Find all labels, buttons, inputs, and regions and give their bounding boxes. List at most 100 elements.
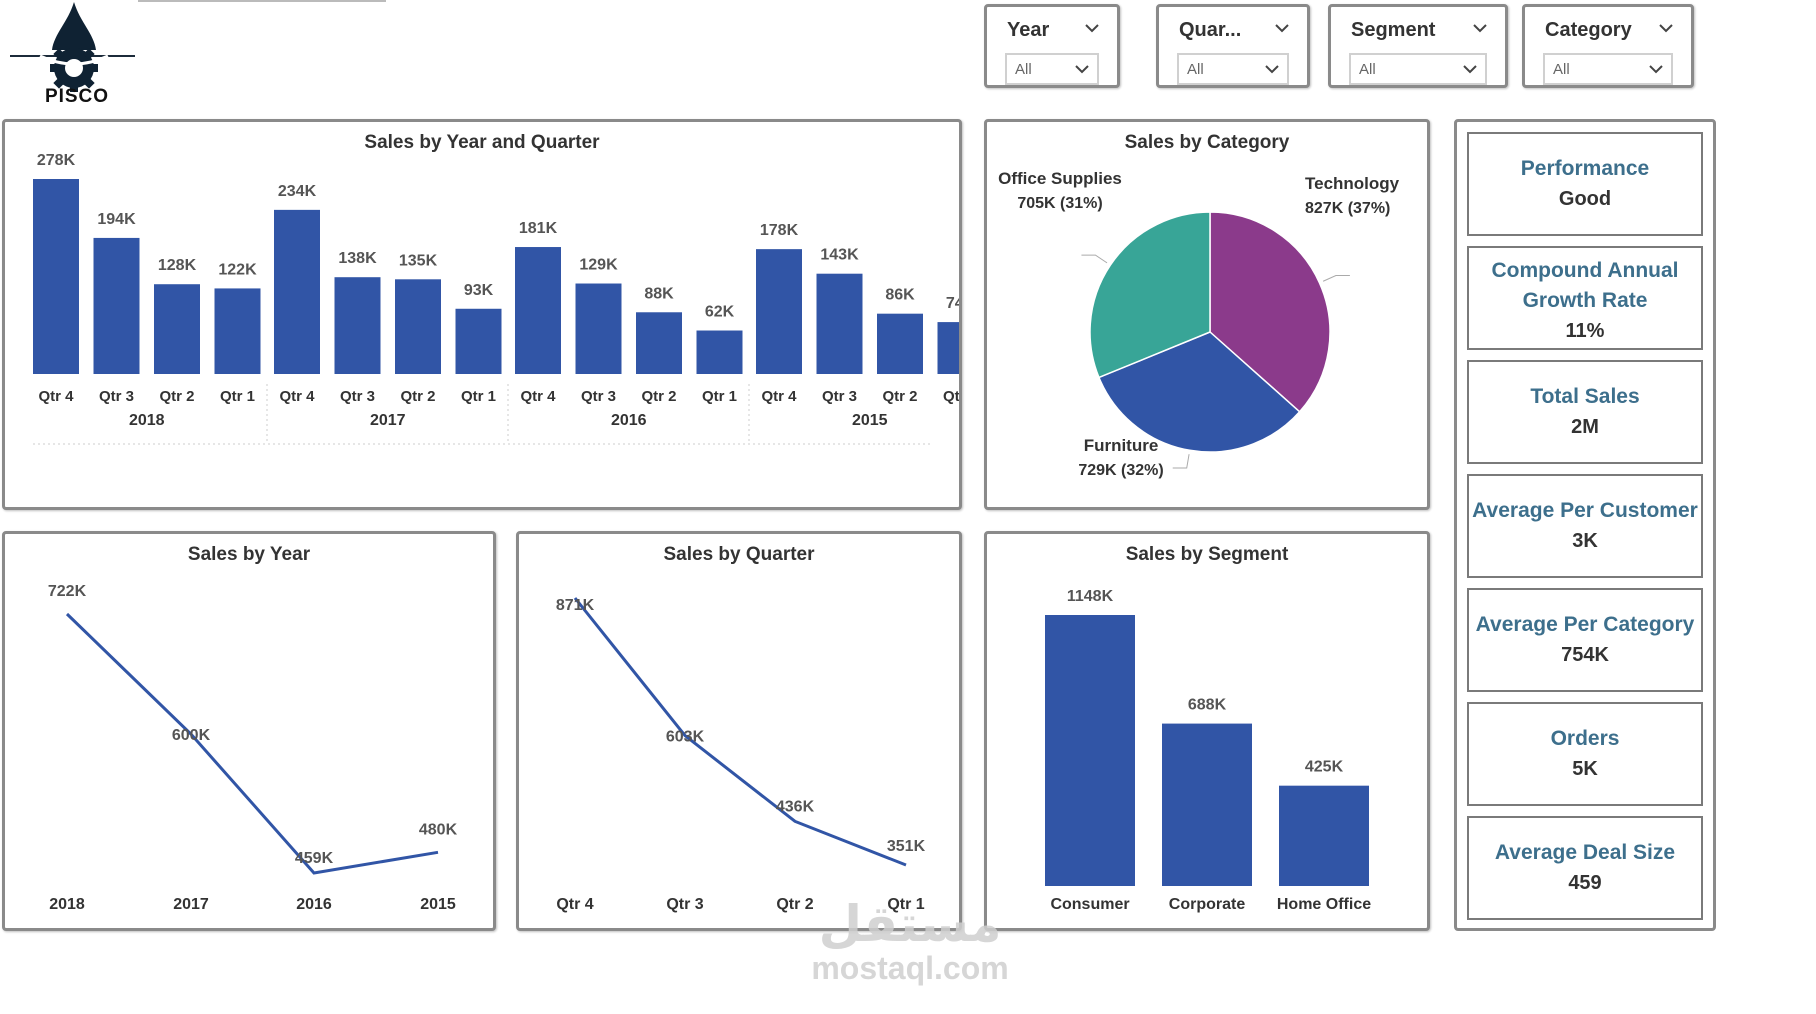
x-tick-label: 2017 (173, 896, 209, 913)
panel-sales-by-year-quarter: Sales by Year and Quarter 278K Qtr 4 194K Q… (2, 119, 962, 510)
chart-title: Sales by Segment (1125, 544, 1289, 565)
bar (696, 330, 743, 374)
x-tick-label: Qtr 4 (556, 896, 593, 913)
chevron-down-icon[interactable] (1647, 61, 1665, 77)
x-tick-label: Qtr 4 (761, 388, 797, 405)
bar (877, 313, 923, 374)
data-label: 722K (48, 583, 87, 600)
data-label: 425K (1305, 759, 1344, 776)
data-label: 178K (760, 222, 799, 239)
slice-name-label: Furniture (1084, 436, 1159, 455)
chevron-down-icon[interactable] (1657, 19, 1675, 37)
bar (274, 209, 320, 374)
chart-title: Sales by Year (187, 544, 311, 565)
x-tick-label: Qtr 3 (340, 388, 375, 405)
slicer-category[interactable]: Category All (1522, 4, 1694, 88)
chart-title: Sales by Category (1124, 132, 1290, 153)
data-label: 74K (946, 295, 959, 312)
kpi-value: 5K (1572, 758, 1598, 780)
kpi-card-cagr: Compound Annual Growth Rate 11% (1467, 246, 1703, 350)
slicer-category-label: Category (1545, 19, 1632, 41)
slice-name-label: Technology (1305, 174, 1400, 193)
slicer-segment-value: All (1359, 61, 1376, 78)
x-tick-label: Qtr 1 (702, 388, 737, 405)
data-label: 351K (887, 838, 926, 855)
chart-title: Sales by Quarter (663, 544, 815, 565)
bar (1045, 615, 1135, 886)
chevron-down-icon[interactable] (1273, 19, 1291, 37)
kpi-label: Average Per Customer (1472, 499, 1698, 522)
x-tick-label: Qtr 3 (666, 896, 703, 913)
data-label: 135K (399, 252, 438, 269)
data-label: 1148K (1067, 588, 1114, 605)
kpi-value: 754K (1561, 644, 1609, 666)
kpi-card-average-per-customer: Average Per Customer 3K (1467, 474, 1703, 578)
kpi-label: Orders (1550, 727, 1620, 750)
chart-sales-by-segment: 1148K Consumer 688K Corporate 425K Home Offic… (1045, 588, 1371, 913)
series-line (573, 597, 907, 867)
watermark-arabic: مستقل (818, 896, 1002, 952)
data-label: 600K (172, 727, 211, 744)
kpi-card-average-per-category: Average Per Category 754K (1467, 588, 1703, 692)
bar (636, 312, 682, 374)
panel-sales-by-quarter: Sales by Quarter 871K Qtr 4 603K Qtr 3 436K Q… (516, 531, 962, 931)
chevron-down-icon[interactable] (1263, 61, 1281, 77)
data-label: 122K (218, 261, 257, 278)
slicer-segment-dropdown[interactable]: All (1349, 53, 1487, 85)
x-tick-label: Qtr 2 (882, 388, 917, 405)
data-label: 278K (37, 152, 76, 169)
chevron-down-icon[interactable] (1073, 61, 1091, 77)
data-label: 871K (556, 597, 595, 614)
slicer-category-dropdown[interactable]: All (1543, 53, 1673, 85)
slicer-quarter-value: All (1187, 61, 1204, 78)
kpi-card-total-sales: Total Sales 2M (1467, 360, 1703, 464)
data-label: 603K (666, 729, 705, 746)
x-tick-label: Qtr 2 (641, 388, 676, 405)
slicer-quarter-dropdown[interactable]: All (1177, 53, 1289, 85)
kpi-label: Performance (1520, 157, 1650, 180)
x-tick-label: Qtr 1 (461, 388, 496, 405)
watermark: مستقل mostaql.com (780, 898, 1040, 986)
chart-sales-by-category: Technology 827K (37%) Furniture 729K (32%) O… (998, 169, 1400, 479)
bar (455, 308, 502, 374)
year-tick-label: 2018 (129, 412, 165, 429)
leader-line (1081, 254, 1108, 264)
slicer-segment[interactable]: Segment All (1328, 4, 1508, 88)
year-tick-label: 2017 (370, 412, 406, 429)
logo-emblem-icon (10, 2, 135, 92)
slicer-quarter-label: Quar... (1179, 19, 1242, 41)
bar (575, 283, 622, 374)
kpi-card-performance: Performance Good (1467, 132, 1703, 236)
chart-sales-by-year-quarter: 278K Qtr 4 194K Qtr 3 128K Qtr 2 122K Qtr 1 2018… (33, 152, 959, 445)
panel-sales-by-category: Sales by Category Technology 827K (37%) Fu… (984, 119, 1430, 510)
panel-sales-by-segment: Sales by Segment 1148K Consumer 688K Corpor… (984, 531, 1430, 931)
data-label: 234K (278, 183, 317, 200)
x-tick-label: Qtr 3 (99, 388, 134, 405)
slicer-year-dropdown[interactable]: All (1005, 53, 1099, 85)
x-tick-label: Qtr 4 (38, 388, 74, 405)
slice-value-label: 827K (37%) (1305, 200, 1390, 217)
x-tick-label: Qtr 1 (887, 896, 924, 913)
data-label: 129K (579, 257, 618, 274)
chevron-down-icon[interactable] (1083, 19, 1101, 37)
bar (515, 247, 561, 374)
slicer-year[interactable]: Year All (984, 4, 1120, 88)
slicer-quarter[interactable]: Quar... All (1156, 4, 1310, 88)
pie-slice (1089, 211, 1211, 379)
data-label: 688K (1188, 697, 1227, 714)
header-divider (138, 0, 386, 2)
data-label: 480K (419, 821, 458, 838)
kpi-card-orders: Orders 5K (1467, 702, 1703, 806)
bar (1279, 785, 1369, 886)
kpi-value: Good (1558, 188, 1612, 210)
bar (93, 237, 140, 374)
chevron-down-icon[interactable] (1471, 19, 1489, 37)
chart-sales-by-quarter: 871K Qtr 4 603K Qtr 3 436K Qtr 2 351K Qtr 1 (556, 597, 926, 913)
x-tick-label: 2018 (49, 896, 85, 913)
chevron-down-icon[interactable] (1461, 61, 1479, 77)
kpi-value: 459 (1568, 872, 1602, 894)
x-tick-label: Consumer (1050, 896, 1129, 913)
slicer-year-value: All (1015, 61, 1032, 78)
kpi-value: 2M (1571, 416, 1599, 438)
data-label: 436K (776, 798, 815, 815)
